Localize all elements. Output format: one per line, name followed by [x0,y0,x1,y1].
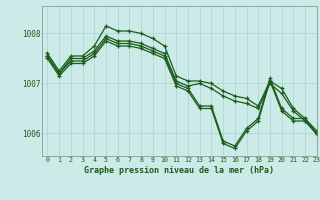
X-axis label: Graphe pression niveau de la mer (hPa): Graphe pression niveau de la mer (hPa) [84,166,274,175]
